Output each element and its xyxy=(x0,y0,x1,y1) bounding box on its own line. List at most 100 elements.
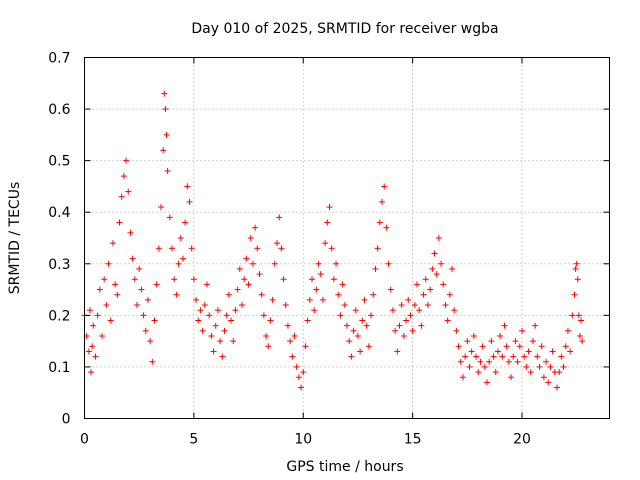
data-point xyxy=(444,317,451,324)
data-point xyxy=(473,353,480,360)
data-point xyxy=(424,302,431,309)
data-point xyxy=(197,307,204,314)
data-point xyxy=(278,245,285,252)
data-point xyxy=(258,291,265,298)
data-point xyxy=(438,260,445,267)
data-point xyxy=(219,353,226,360)
data-point xyxy=(247,235,254,241)
data-point xyxy=(569,312,576,319)
data-point xyxy=(431,250,438,257)
data-point xyxy=(184,183,191,190)
data-point xyxy=(416,307,423,314)
data-point xyxy=(284,322,291,329)
data-point xyxy=(265,343,272,350)
data-point xyxy=(206,312,213,319)
data-point xyxy=(521,353,528,360)
data-point xyxy=(525,348,532,355)
data-point xyxy=(398,302,405,309)
data-point xyxy=(400,332,407,339)
data-point xyxy=(309,276,315,283)
data-point xyxy=(289,353,296,360)
data-point xyxy=(179,255,186,262)
x-tick-label: 10 xyxy=(294,432,312,448)
data-point xyxy=(239,302,245,309)
y-tick-label: 0.4 xyxy=(48,205,70,221)
data-point xyxy=(306,296,313,303)
data-point xyxy=(304,317,311,324)
data-point xyxy=(315,260,322,267)
data-point xyxy=(575,312,582,319)
data-point xyxy=(280,276,287,283)
data-point xyxy=(516,343,523,350)
data-point xyxy=(193,296,200,303)
data-point xyxy=(554,384,560,391)
data-point xyxy=(556,369,563,376)
data-point xyxy=(341,302,348,309)
data-point xyxy=(232,307,239,314)
data-point xyxy=(337,312,344,319)
data-point xyxy=(492,369,499,376)
y-tick-label: 0.6 xyxy=(48,102,70,118)
data-point xyxy=(86,307,93,314)
data-point xyxy=(488,338,495,345)
data-point xyxy=(564,327,571,334)
plot-frame xyxy=(84,57,610,419)
data-point xyxy=(260,312,267,319)
data-point xyxy=(274,240,280,247)
axis-ticks xyxy=(84,57,610,419)
data-point xyxy=(92,353,99,360)
data-point xyxy=(527,369,534,376)
grid xyxy=(84,57,610,419)
data-point xyxy=(464,338,471,345)
data-point xyxy=(131,276,138,283)
data-point xyxy=(574,276,581,283)
data-point xyxy=(560,363,567,370)
data-point xyxy=(123,157,130,164)
data-point xyxy=(300,369,307,376)
data-point xyxy=(107,317,114,324)
data-point xyxy=(534,353,541,360)
data-point xyxy=(407,312,414,319)
data-points xyxy=(81,90,586,391)
data-point xyxy=(324,219,331,226)
data-point xyxy=(158,204,165,211)
data-point xyxy=(177,235,184,241)
data-point xyxy=(151,317,158,324)
data-point xyxy=(396,322,403,329)
data-point xyxy=(221,327,228,334)
data-point xyxy=(302,343,309,350)
data-point xyxy=(188,245,195,252)
data-point xyxy=(346,338,353,345)
data-point xyxy=(392,327,399,334)
data-point xyxy=(204,281,210,288)
data-point xyxy=(313,286,320,293)
data-point xyxy=(295,374,302,381)
data-point xyxy=(339,281,346,288)
data-point xyxy=(94,312,101,319)
chart-title: Day 010 of 2025, SRMTID for receiver wgb… xyxy=(191,21,498,37)
data-point xyxy=(543,358,550,365)
data-point xyxy=(114,291,121,298)
data-point xyxy=(532,322,539,329)
y-tick-label: 0.5 xyxy=(48,154,70,170)
data-point xyxy=(379,198,385,205)
data-point xyxy=(519,327,525,334)
data-point xyxy=(271,260,278,267)
data-point xyxy=(182,219,189,226)
data-point xyxy=(451,307,458,314)
data-point xyxy=(282,302,289,309)
data-point xyxy=(435,235,442,241)
data-point xyxy=(499,353,506,360)
data-point xyxy=(166,214,173,221)
data-point xyxy=(411,302,418,309)
data-point xyxy=(190,276,197,283)
data-point xyxy=(429,265,436,272)
data-point xyxy=(201,302,208,309)
data-point xyxy=(330,276,337,283)
data-point xyxy=(572,265,579,272)
data-point xyxy=(236,265,243,272)
data-point xyxy=(147,338,154,345)
data-point xyxy=(567,348,574,355)
data-point xyxy=(153,281,160,288)
